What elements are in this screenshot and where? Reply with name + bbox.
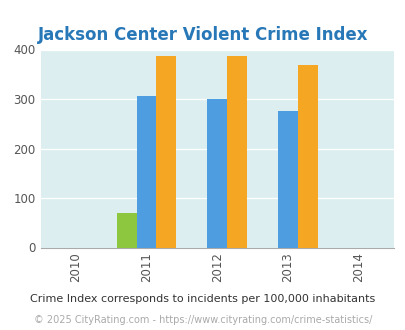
Bar [297, 65, 317, 248]
Bar [136, 96, 156, 248]
Bar [117, 213, 136, 248]
Bar [207, 99, 226, 248]
Bar [226, 56, 246, 248]
Legend: Jackson Center, Ohio, National: Jackson Center, Ohio, National [61, 329, 373, 330]
Text: Jackson Center Violent Crime Index: Jackson Center Violent Crime Index [38, 26, 367, 45]
Text: Crime Index corresponds to incidents per 100,000 inhabitants: Crime Index corresponds to incidents per… [30, 294, 375, 304]
Bar [277, 111, 297, 248]
Bar [156, 56, 176, 248]
Text: © 2025 CityRating.com - https://www.cityrating.com/crime-statistics/: © 2025 CityRating.com - https://www.city… [34, 315, 371, 325]
